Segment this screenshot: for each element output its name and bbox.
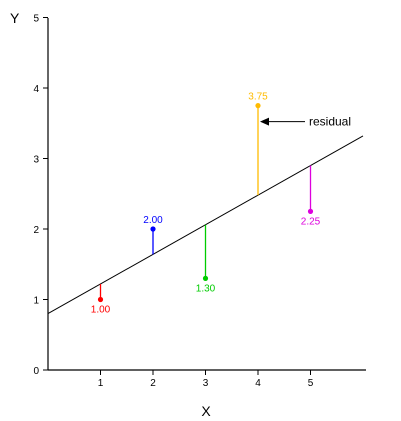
x-tick-label: 4 <box>255 378 261 389</box>
residual-annotation: residual <box>260 115 351 129</box>
data-label: 2.25 <box>301 216 321 227</box>
data-point <box>202 275 209 281</box>
data-point <box>97 296 104 303</box>
data-point <box>255 103 261 109</box>
data-point <box>150 226 156 232</box>
x-tick-label: 2 <box>150 378 156 389</box>
data-label: 1.00 <box>91 305 111 316</box>
x-axis-title: X <box>201 403 211 419</box>
annotation-text: residual <box>309 115 351 129</box>
y-tick-label: 4 <box>33 84 39 95</box>
residual-lines <box>99 105 312 300</box>
y-tick-label: 1 <box>33 296 39 307</box>
axes <box>47 18 366 371</box>
data-label: 2.00 <box>143 215 163 226</box>
data-label: 3.75 <box>248 92 268 103</box>
y-axis-title: Y <box>10 10 20 26</box>
annotation-arrow-head <box>260 117 269 126</box>
x-tick-label: 1 <box>98 378 104 389</box>
y-tick-label: 2 <box>33 225 39 236</box>
data-label: 1.30 <box>196 283 216 294</box>
data-points <box>97 103 314 303</box>
data-labels: 1.00 2.00 1.30 3.75 2.25 <box>91 92 321 316</box>
x-ticks: 1 2 3 4 5 <box>98 370 314 389</box>
data-point <box>307 208 314 214</box>
x-tick-label: 3 <box>203 378 209 389</box>
y-tick-label: 5 <box>33 14 39 25</box>
y-ticks: 0 1 2 3 4 5 <box>33 14 48 377</box>
x-tick-label: 5 <box>308 378 314 389</box>
y-tick-label: 3 <box>33 155 39 166</box>
y-tick-label: 0 <box>33 366 39 377</box>
